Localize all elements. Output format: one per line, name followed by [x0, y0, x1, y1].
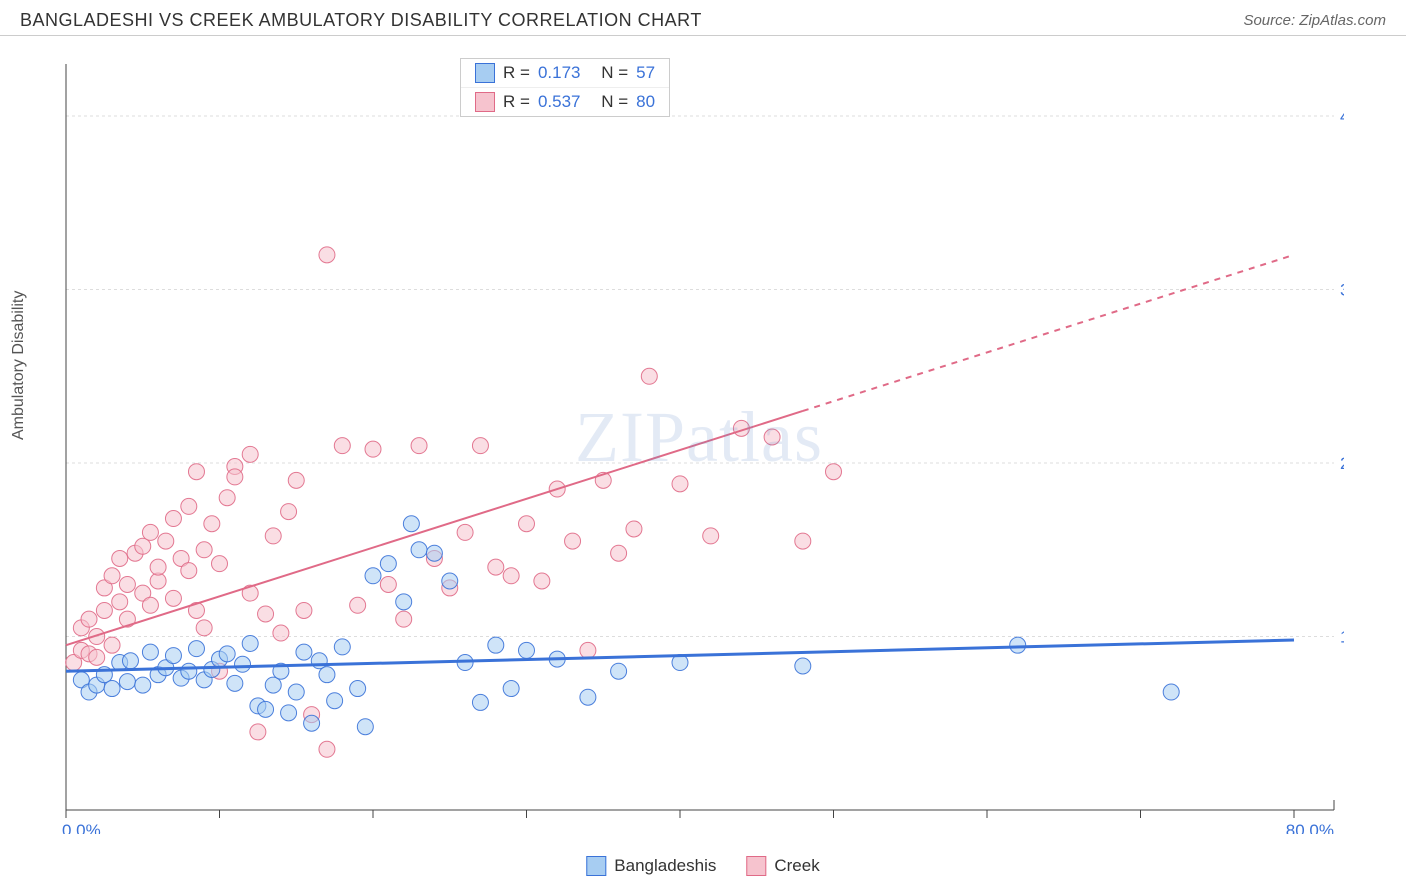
legend-swatch	[746, 856, 766, 876]
r-label: R =	[503, 63, 530, 83]
svg-text:0.0%: 0.0%	[62, 821, 101, 834]
legend-swatch	[475, 92, 495, 112]
legend-item: Creek	[746, 856, 819, 876]
svg-text:40.0%: 40.0%	[1340, 107, 1344, 126]
n-value: 57	[636, 63, 655, 83]
chart-header: BANGLADESHI VS CREEK AMBULATORY DISABILI…	[0, 0, 1406, 36]
r-value: 0.537	[538, 92, 581, 112]
chart-svg: 10.0% 20.0% 30.0% 40.0% 0.0% 80.0%	[54, 54, 1344, 834]
legend-swatch	[586, 856, 606, 876]
svg-text:20.0%: 20.0%	[1340, 454, 1344, 473]
r-value: 0.173	[538, 63, 581, 83]
y-axis-label: Ambulatory Disability	[10, 291, 28, 440]
chart-title: BANGLADESHI VS CREEK AMBULATORY DISABILI…	[20, 10, 702, 31]
legend-label: Creek	[774, 856, 819, 876]
r-label: R =	[503, 92, 530, 112]
n-value: 80	[636, 92, 655, 112]
svg-text:30.0%: 30.0%	[1340, 281, 1344, 300]
chart-area: 10.0%20.0%30.0%40.0%0.0%80.0% ZIPatlas	[54, 54, 1344, 834]
legend-stats-row: R = 0.537 N = 80	[461, 87, 669, 116]
legend-stats: R = 0.173 N = 57 R = 0.537 N = 80	[460, 58, 670, 117]
legend-stats-row: R = 0.173 N = 57	[461, 59, 669, 87]
legend-series: Bangladeshis Creek	[586, 856, 819, 876]
legend-label: Bangladeshis	[614, 856, 716, 876]
chart-source: Source: ZipAtlas.com	[1243, 12, 1386, 29]
svg-text:10.0%: 10.0%	[1340, 628, 1344, 647]
legend-item: Bangladeshis	[586, 856, 716, 876]
legend-swatch	[475, 63, 495, 83]
n-label: N =	[601, 92, 628, 112]
svg-text:80.0%: 80.0%	[1286, 821, 1334, 834]
n-label: N =	[601, 63, 628, 83]
